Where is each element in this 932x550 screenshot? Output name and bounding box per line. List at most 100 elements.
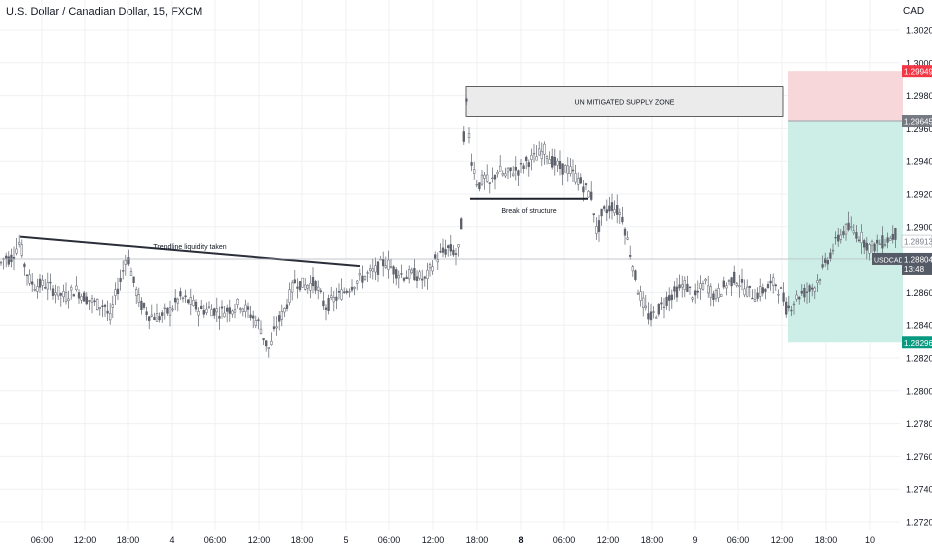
candle-body <box>67 298 70 301</box>
candle-body <box>831 249 835 252</box>
trendline[interactable] <box>19 235 361 268</box>
candle-body <box>553 156 556 166</box>
candle-body <box>163 307 166 310</box>
candle-body <box>374 265 377 273</box>
candle-body <box>410 269 413 274</box>
candle-body <box>176 298 179 304</box>
candle-body <box>38 278 42 288</box>
stop-price-tag: 1.29949 <box>904 68 932 77</box>
candle-body <box>41 279 44 286</box>
candle-body <box>834 236 837 239</box>
candle-body <box>426 269 429 279</box>
candle-body <box>636 292 640 295</box>
candle-body <box>670 294 673 301</box>
x-tick-label: 12:00 <box>422 535 445 545</box>
candle-body <box>397 275 400 279</box>
candle-body <box>662 306 666 309</box>
candle-body <box>870 241 874 246</box>
candle-body <box>124 260 127 265</box>
candle-body <box>639 291 642 301</box>
candle-body <box>816 280 819 283</box>
candle-body <box>787 305 790 309</box>
candle-body <box>720 293 723 297</box>
candle-body <box>332 297 335 303</box>
candle-body <box>488 182 491 184</box>
candle-body <box>631 266 634 272</box>
candle-body <box>77 292 81 299</box>
candle-body <box>324 307 328 310</box>
candle-body <box>25 274 29 277</box>
x-tick-label: 4 <box>169 535 174 545</box>
candle-body <box>881 235 884 249</box>
candle-body <box>75 285 78 291</box>
symbol-title: U.S. Dollar / Canadian Dollar, 15, FXCM <box>6 6 203 18</box>
candle-body <box>153 317 156 320</box>
candle-body <box>605 209 608 214</box>
candle-body <box>51 288 55 296</box>
candle-body <box>20 244 23 256</box>
candle-body <box>460 218 463 230</box>
candle-body <box>600 208 603 217</box>
candle-body <box>761 287 764 294</box>
candle-body <box>792 303 796 306</box>
y-tick-label: 1.28000 <box>906 386 932 396</box>
candle-body <box>613 209 616 214</box>
supply-zone-box[interactable] <box>465 86 784 117</box>
x-tick-label: 8 <box>518 535 523 545</box>
candle-body <box>512 173 515 176</box>
y-tick-label: 1.29800 <box>906 91 932 101</box>
candle-body <box>790 309 793 312</box>
x-tick-label: 18:00 <box>291 535 314 545</box>
candle-body <box>733 271 736 284</box>
candle-body <box>543 143 546 155</box>
x-tick-label: 12:00 <box>597 535 620 545</box>
candle-body <box>23 263 26 268</box>
candle-body <box>376 261 380 275</box>
candle-body <box>496 171 499 175</box>
candle-body <box>431 266 434 272</box>
x-tick-label: 06:00 <box>204 535 227 545</box>
candle-body <box>337 291 341 293</box>
candle-body <box>101 305 104 307</box>
crosshair-price-label: 1.28913 <box>904 238 932 247</box>
stop-loss-zone <box>788 71 903 122</box>
candle-body <box>772 277 775 286</box>
candle-body <box>865 242 868 251</box>
candle-body <box>72 294 75 297</box>
candle-body <box>343 291 346 293</box>
candle-body <box>688 286 692 288</box>
countdown-label: 13:48 <box>904 265 925 274</box>
candle-body <box>883 244 887 246</box>
candle-body <box>215 308 218 313</box>
candle-body <box>610 202 614 211</box>
candle-body <box>590 191 593 200</box>
candle-body <box>548 159 551 164</box>
candle-body <box>233 309 237 313</box>
candle-body <box>226 307 229 312</box>
candle-body <box>564 165 567 173</box>
candle-body <box>818 279 822 281</box>
y-tick-label: 1.29200 <box>906 190 932 200</box>
candle-body <box>577 178 580 185</box>
currency-label: CAD <box>903 6 925 17</box>
candle-body <box>447 245 450 249</box>
x-tick-label: 12:00 <box>771 535 794 545</box>
candle-body <box>571 169 575 172</box>
candle-body <box>725 285 728 289</box>
candle-body <box>265 340 268 347</box>
candle-body <box>252 315 255 319</box>
candle-body <box>769 280 772 284</box>
candle-body <box>33 289 36 291</box>
candle-body <box>743 288 746 296</box>
candle-body <box>805 291 809 293</box>
candle-body <box>140 300 143 310</box>
candle-body <box>785 301 788 315</box>
candle-body <box>522 165 525 169</box>
candle-body <box>566 165 569 174</box>
supply-zone-label: UN MITIGATED SUPPLY ZONE <box>575 100 675 107</box>
candle-body <box>850 226 853 228</box>
candle-body <box>293 279 296 284</box>
candle-body <box>626 237 629 240</box>
